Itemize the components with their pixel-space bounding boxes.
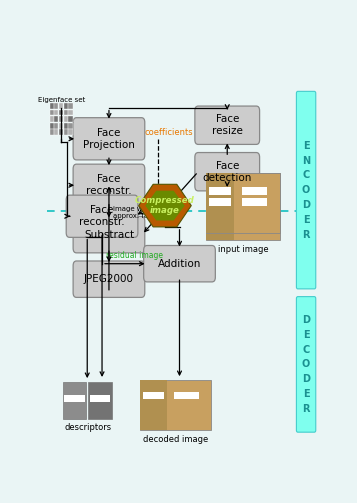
Text: Eigenface set: Eigenface set xyxy=(38,97,85,103)
Bar xyxy=(210,198,231,206)
Bar xyxy=(50,103,54,109)
Text: Addition: Addition xyxy=(158,259,201,269)
Bar xyxy=(206,173,234,233)
Bar xyxy=(242,188,267,196)
FancyBboxPatch shape xyxy=(73,216,145,253)
Bar xyxy=(59,129,63,135)
Bar xyxy=(69,116,72,122)
Text: Substract: Substract xyxy=(84,230,134,239)
Bar xyxy=(64,103,68,109)
FancyBboxPatch shape xyxy=(296,92,316,289)
Bar xyxy=(64,110,68,115)
Bar xyxy=(59,123,63,129)
Polygon shape xyxy=(145,191,185,220)
Bar xyxy=(64,116,68,122)
Text: coefficients: coefficients xyxy=(144,128,193,137)
Bar xyxy=(54,123,59,129)
FancyBboxPatch shape xyxy=(195,152,260,191)
Bar xyxy=(242,187,267,194)
Bar xyxy=(54,116,59,122)
Text: E
N
C
O
D
E
R: E N C O D E R xyxy=(302,141,310,239)
Text: Compressed
image: Compressed image xyxy=(135,196,195,215)
Bar xyxy=(69,123,72,129)
Bar xyxy=(210,187,231,194)
Bar xyxy=(69,129,72,135)
Bar xyxy=(140,380,167,430)
Bar xyxy=(242,198,267,206)
FancyBboxPatch shape xyxy=(195,106,260,144)
FancyBboxPatch shape xyxy=(296,297,316,432)
Bar xyxy=(59,116,63,122)
Bar xyxy=(69,103,72,109)
Bar xyxy=(143,392,164,399)
Bar xyxy=(90,395,110,402)
Bar xyxy=(88,382,112,418)
Text: residual image: residual image xyxy=(106,252,163,261)
Bar xyxy=(50,110,54,115)
Text: input image: input image xyxy=(218,245,268,254)
Bar xyxy=(140,380,211,430)
Bar xyxy=(62,382,86,418)
FancyBboxPatch shape xyxy=(73,118,145,160)
Bar xyxy=(54,110,59,115)
Bar xyxy=(206,173,280,233)
Text: descriptors: descriptors xyxy=(65,423,112,432)
Bar xyxy=(206,173,234,229)
Bar xyxy=(59,103,63,109)
Text: Face
Projection: Face Projection xyxy=(83,128,135,149)
Bar xyxy=(50,129,54,135)
Bar xyxy=(64,123,68,129)
Polygon shape xyxy=(139,184,191,227)
Text: Face
reconstr.: Face reconstr. xyxy=(79,205,125,227)
Text: Face
resize: Face resize xyxy=(212,115,243,136)
Bar xyxy=(206,173,280,229)
Bar xyxy=(59,110,63,115)
Bar xyxy=(206,184,234,240)
Text: JPEG2000: JPEG2000 xyxy=(84,274,134,284)
Bar xyxy=(64,129,68,135)
Text: Face
detection: Face detection xyxy=(202,161,252,183)
Bar xyxy=(206,184,280,240)
Bar xyxy=(54,129,59,135)
FancyBboxPatch shape xyxy=(144,245,215,282)
Bar xyxy=(64,395,85,402)
FancyBboxPatch shape xyxy=(73,164,145,206)
Text: image with
approx. faces: image with approx. faces xyxy=(113,206,160,219)
Bar xyxy=(174,392,198,399)
Bar xyxy=(54,103,59,109)
Bar xyxy=(50,123,54,129)
Text: D
E
C
O
D
E
R: D E C O D E R xyxy=(302,315,310,414)
FancyBboxPatch shape xyxy=(66,195,138,237)
Text: Face
reconstr.: Face reconstr. xyxy=(86,175,132,196)
Bar xyxy=(50,116,54,122)
Bar xyxy=(210,188,231,196)
FancyBboxPatch shape xyxy=(73,261,145,297)
Bar xyxy=(69,110,72,115)
Text: decoded image: decoded image xyxy=(143,435,208,444)
